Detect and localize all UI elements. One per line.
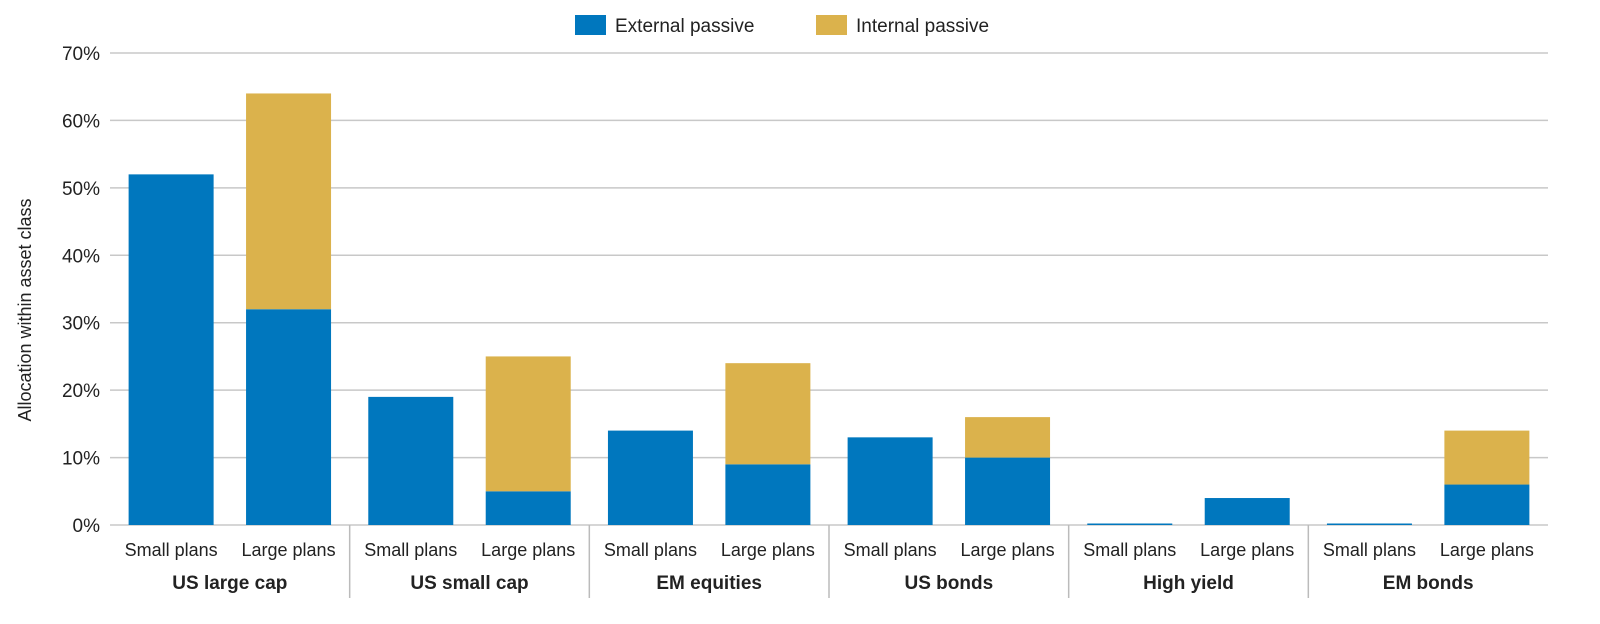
legend: External passive Internal passive — [575, 15, 989, 37]
x-category-label: Small plans — [844, 540, 937, 560]
bar-external-passive — [128, 174, 214, 525]
bar-internal-passive — [725, 363, 811, 465]
bar-external-passive — [1204, 498, 1290, 525]
bar-external-passive — [965, 457, 1051, 525]
x-category-label: Large plans — [961, 540, 1055, 560]
x-category-label: Large plans — [1440, 540, 1534, 560]
x-category-label: Small plans — [1083, 540, 1176, 560]
y-tick-label: 30% — [62, 314, 100, 335]
x-group-label: US large cap — [172, 573, 287, 594]
y-tick-label: 60% — [62, 111, 100, 132]
bar-external-passive — [1326, 523, 1412, 525]
x-category-label: Small plans — [364, 540, 457, 560]
bar-external-passive — [1087, 523, 1173, 525]
legend-label: Internal passive — [856, 16, 989, 37]
bar-external-passive — [368, 396, 454, 525]
y-tick-label: 10% — [62, 449, 100, 470]
x-group-label: EM equities — [656, 573, 762, 594]
y-tick-label: 70% — [62, 44, 100, 65]
x-category-label: Large plans — [1200, 540, 1294, 560]
x-group-label: US small cap — [410, 573, 528, 594]
x-category-label: Large plans — [721, 540, 815, 560]
y-axis-title: Allocation within asset class — [15, 198, 35, 421]
bar-external-passive — [725, 464, 811, 525]
bars — [128, 93, 1530, 525]
bar-external-passive — [485, 491, 571, 525]
x-group-label: High yield — [1143, 573, 1234, 594]
x-category-label: Large plans — [242, 540, 336, 560]
x-category-label: Small plans — [604, 540, 697, 560]
x-group-label: US bonds — [904, 573, 993, 594]
bar-internal-passive — [485, 356, 571, 492]
bar-internal-passive — [965, 417, 1051, 458]
y-tick-label: 40% — [62, 246, 100, 267]
legend-label: External passive — [615, 16, 754, 37]
bar-external-passive — [607, 430, 693, 525]
x-category-label: Large plans — [481, 540, 575, 560]
bar-internal-passive — [246, 93, 332, 310]
y-tick-label: 0% — [73, 516, 101, 537]
x-category-label: Small plans — [125, 540, 218, 560]
bar-external-passive — [1444, 484, 1530, 525]
x-axis-labels: Small plans Large plans US large cap Small … — [125, 525, 1534, 598]
legend-swatch — [575, 15, 606, 35]
x-group-label: EM bonds — [1383, 573, 1474, 594]
bar-internal-passive — [1444, 430, 1530, 485]
gridlines — [110, 52, 1548, 526]
y-axis-ticks: 0% 10% 20% 30% 40% 50% 60% 70% — [62, 44, 100, 537]
y-tick-label: 20% — [62, 381, 100, 402]
bar-external-passive — [246, 309, 332, 525]
y-tick-label: 50% — [62, 179, 100, 200]
bar-external-passive — [847, 437, 933, 525]
legend-swatch — [816, 15, 847, 35]
x-category-label: Small plans — [1323, 540, 1416, 560]
